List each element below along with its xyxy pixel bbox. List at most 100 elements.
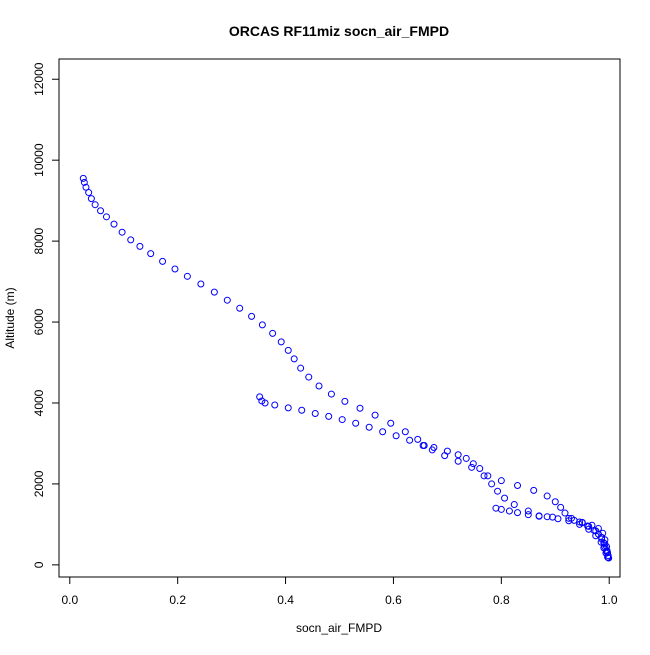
- data-point: [248, 312, 256, 320]
- y-tick-label: 4000: [32, 389, 46, 416]
- data-point: [379, 428, 387, 436]
- data-point: [578, 519, 586, 527]
- data-point: [554, 515, 562, 523]
- y-tick-label: 12000: [32, 62, 46, 96]
- chart-title: ORCAS RF11miz socn_air_FMPD: [229, 23, 449, 39]
- x-tick-label: 0.2: [169, 593, 186, 607]
- data-point: [594, 530, 602, 538]
- x-axis-label: socn_air_FMPD: [296, 621, 382, 635]
- data-point: [365, 423, 373, 431]
- data-point: [480, 472, 488, 480]
- y-axis-label: Altitude (m): [3, 287, 17, 348]
- data-point: [600, 539, 608, 547]
- data-point: [356, 404, 364, 412]
- data-point: [82, 183, 90, 191]
- data-point: [311, 410, 319, 418]
- data-point: [305, 373, 313, 381]
- data-point: [91, 201, 99, 209]
- y-axis: 0 2000 4000 6000 8000 10000 12000: [32, 62, 60, 568]
- data-point: [601, 543, 609, 551]
- data-point: [488, 480, 496, 488]
- data-point: [430, 444, 438, 451]
- y-tick-label: 2000: [32, 470, 46, 497]
- data-point: [277, 338, 285, 346]
- data-point: [102, 213, 110, 221]
- data-point: [290, 355, 298, 363]
- data-point: [341, 397, 349, 405]
- data-point: [530, 486, 538, 494]
- data-point: [159, 257, 167, 265]
- data-point: [258, 321, 266, 329]
- data-point: [476, 465, 484, 473]
- y-tick-label: 8000: [32, 227, 46, 254]
- data-point: [284, 404, 292, 412]
- data-point: [110, 220, 118, 228]
- data-point: [352, 419, 360, 427]
- data-point: [392, 432, 400, 440]
- data-point: [297, 364, 305, 372]
- data-point: [501, 494, 509, 502]
- data-point: [210, 288, 218, 296]
- data-point: [543, 492, 551, 500]
- data-point: [87, 195, 95, 203]
- x-tick-label: 1.0: [601, 593, 618, 607]
- data-points: [79, 174, 613, 562]
- data-point: [256, 393, 264, 401]
- data-point: [284, 346, 292, 354]
- x-axis: 0.0 0.2 0.4 0.6 0.8 1.0: [61, 576, 618, 607]
- x-tick-label: 0.4: [277, 593, 294, 607]
- data-point: [514, 482, 522, 490]
- data-point: [387, 419, 395, 427]
- data-point: [551, 498, 559, 506]
- data-point: [454, 457, 462, 465]
- data-point: [604, 552, 612, 560]
- data-point: [561, 509, 569, 517]
- data-point: [510, 501, 518, 509]
- data-point: [325, 412, 333, 420]
- data-point: [603, 548, 611, 555]
- data-point: [494, 487, 502, 495]
- data-point: [468, 463, 476, 471]
- data-point: [147, 250, 155, 258]
- data-point: [414, 435, 422, 443]
- data-point: [514, 509, 522, 517]
- data-point: [441, 452, 449, 460]
- data-point: [524, 511, 532, 519]
- x-tick-label: 0.0: [61, 593, 78, 607]
- data-point: [557, 503, 565, 511]
- data-point: [80, 178, 88, 186]
- data-point: [585, 522, 593, 530]
- data-point: [136, 242, 144, 250]
- x-tick-label: 0.6: [385, 593, 402, 607]
- plot-frame: [58, 58, 621, 578]
- y-tick-label: 10000: [32, 143, 46, 177]
- data-point: [261, 399, 269, 407]
- data-point: [462, 454, 470, 462]
- data-point: [315, 382, 323, 390]
- data-point: [79, 174, 87, 182]
- data-point: [97, 207, 105, 215]
- data-point: [406, 436, 414, 444]
- data-point: [469, 460, 477, 468]
- data-point: [236, 304, 244, 312]
- data-point: [570, 516, 578, 524]
- data-point: [371, 411, 379, 419]
- data-point: [565, 517, 573, 525]
- x-tick-label: 0.8: [493, 593, 510, 607]
- data-point: [118, 228, 126, 236]
- data-point: [543, 513, 551, 521]
- data-point: [419, 441, 427, 449]
- data-point: [338, 416, 346, 424]
- y-tick-label: 0: [32, 561, 46, 568]
- data-point: [590, 526, 598, 534]
- y-tick-label: 6000: [32, 308, 46, 335]
- data-point: [535, 512, 543, 520]
- data-point: [524, 507, 532, 515]
- data-point: [401, 428, 409, 436]
- data-point: [298, 406, 306, 414]
- data-point: [497, 477, 505, 485]
- data-point: [171, 265, 179, 273]
- data-point: [183, 272, 191, 280]
